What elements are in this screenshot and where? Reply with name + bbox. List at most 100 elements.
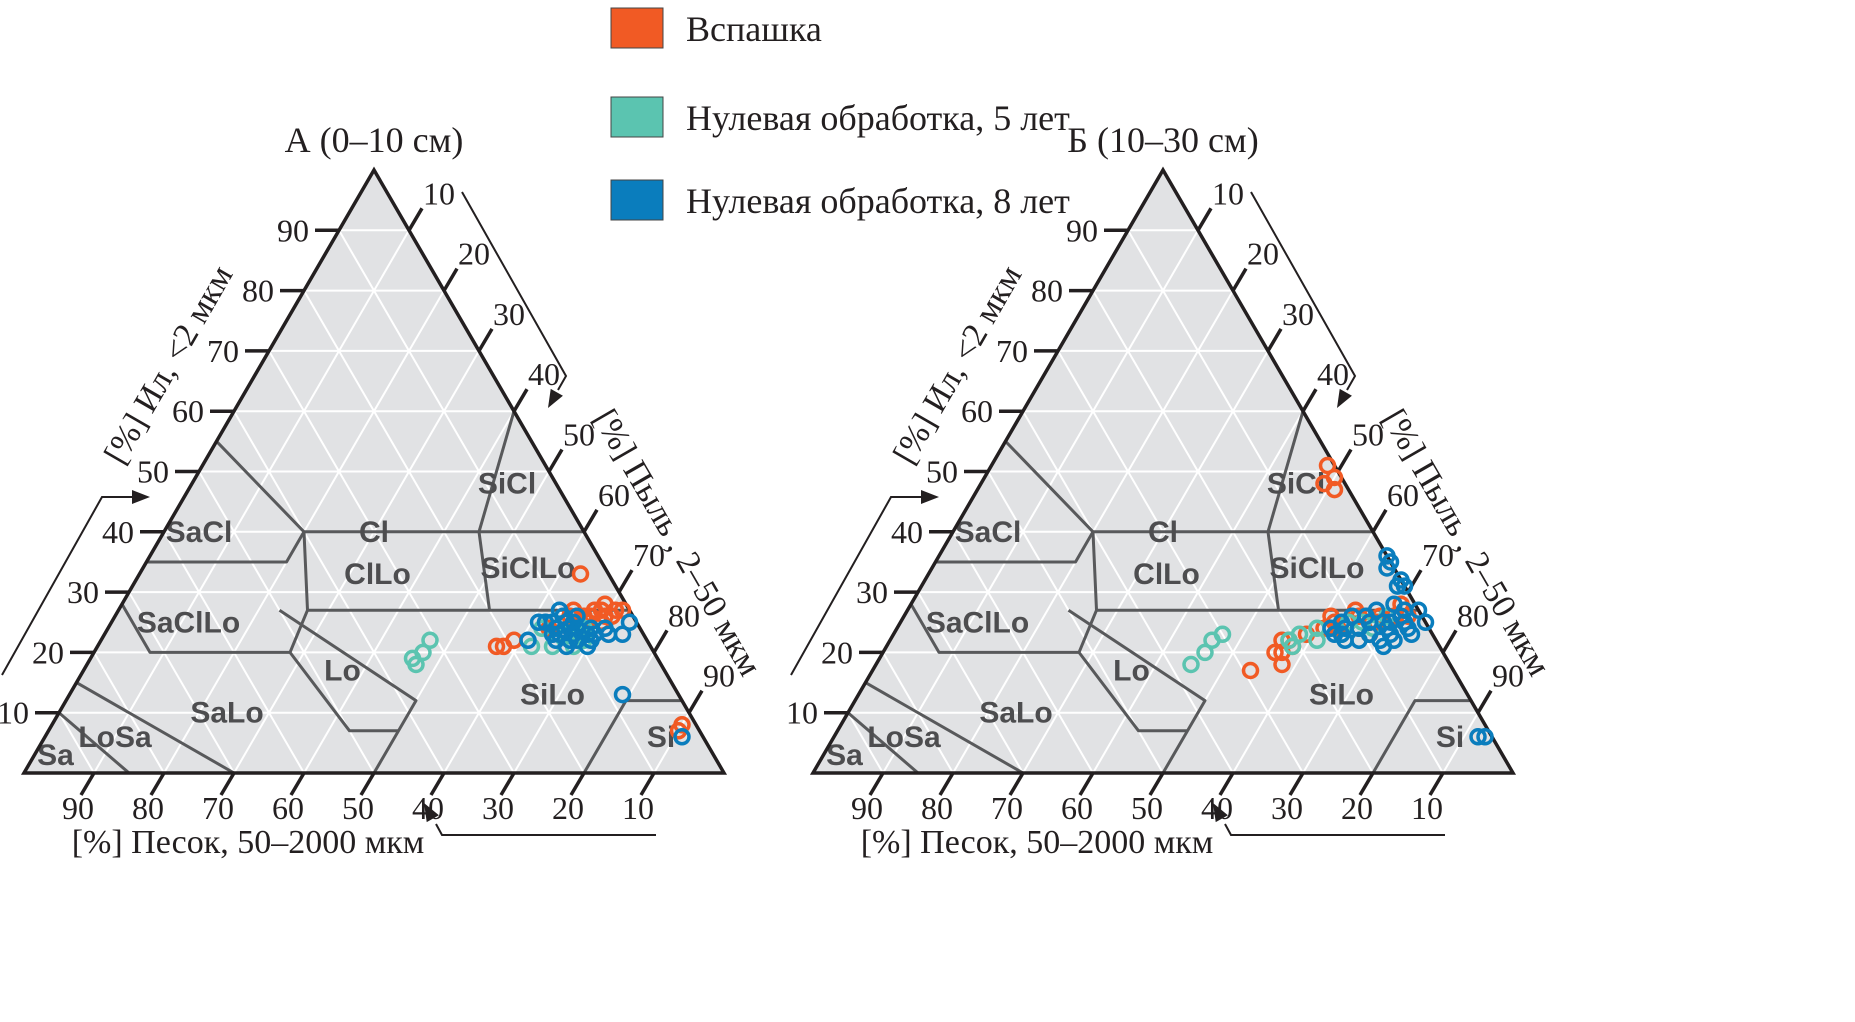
tick-label-silt: 20 (1247, 236, 1279, 272)
zone-label-lo: Lo (324, 654, 361, 687)
tick-sand (79, 772, 96, 796)
tick-sand (639, 772, 656, 796)
tick-label-silt: 80 (668, 597, 700, 633)
tick-label-clay: 70 (996, 333, 1028, 369)
gridline-silt (233, 350, 480, 774)
tick-label-sand: 20 (1341, 790, 1373, 826)
tick-label-silt: 70 (1422, 537, 1454, 573)
tick-sand (499, 772, 516, 796)
zone-label-sicl: SiCl (478, 468, 536, 501)
tick-sand (1288, 772, 1305, 796)
data-points (403, 565, 691, 746)
tick-silt (407, 207, 424, 232)
tick-sand (289, 772, 306, 796)
tick-label-sand: 60 (272, 790, 304, 826)
gridline-sand (58, 712, 95, 774)
data-point (1182, 655, 1200, 674)
direction-arrows (1, 191, 656, 836)
data-point (1343, 607, 1361, 625)
tick-label-clay: 60 (172, 393, 204, 429)
sand-arrowhead (1213, 803, 1228, 823)
data-point (1392, 607, 1410, 625)
class-boundary (146, 531, 306, 564)
tick-silt (687, 689, 704, 714)
gridline-sand (1127, 229, 1444, 774)
clay-arrowhead (921, 490, 939, 504)
tick-silt (547, 448, 564, 473)
data-point (571, 565, 590, 583)
tick-label-sand: 70 (202, 790, 234, 826)
legend-item-no-till-8: Нулевая обработка, 8 лет (610, 179, 1070, 221)
zone-label-sa: Sa (37, 739, 74, 772)
tick-label-sand: 10 (1411, 790, 1443, 826)
class-boundary (477, 410, 516, 533)
tick-sand (219, 772, 236, 796)
tick-label-sand: 90 (851, 790, 883, 826)
tick-label-silt: 70 (633, 537, 665, 573)
tick-silt (1476, 689, 1493, 714)
silt-direction-arrow (1250, 191, 1357, 391)
data-point (1395, 577, 1414, 595)
clay-direction-arrow (790, 496, 921, 676)
data-point (1378, 559, 1396, 577)
gridline-sand (847, 712, 884, 774)
tick-label-silt: 10 (1212, 175, 1244, 211)
data-point (557, 637, 576, 656)
zone-label-sicllo: SiClLo (1270, 552, 1365, 585)
data-point (578, 637, 597, 656)
tick-label-silt: 50 (563, 417, 595, 453)
zone-label-sacl: SaCl (955, 516, 1022, 549)
tick-label-clay: 30 (856, 574, 888, 610)
data-point (596, 619, 614, 638)
ticks (35, 207, 704, 796)
gridline-sand (338, 229, 655, 774)
tick-label-clay: 90 (277, 212, 309, 248)
tick-sand (569, 772, 586, 796)
tick-silt (1441, 629, 1458, 654)
sand-direction-arrow (1224, 823, 1445, 836)
data-point (529, 613, 548, 632)
tick-label-sand: 90 (62, 790, 94, 826)
sand-arrowhead (424, 803, 439, 823)
tick-silt (1231, 267, 1248, 292)
data-point (494, 637, 513, 656)
data-point (1196, 643, 1214, 662)
data-point (1241, 661, 1260, 680)
tick-label-sand: 80 (921, 790, 953, 826)
legend: Вспашка Нулевая обработка, 5 лет Нулевая… (610, 7, 1070, 221)
tick-sand (1078, 772, 1095, 796)
zone-label-sa: Sa (826, 739, 863, 772)
gridline-sand (128, 591, 235, 774)
tick-silt (1196, 207, 1213, 232)
legend-label-no-till-5: Нулевая обработка, 5 лет (686, 98, 1070, 138)
tick-label-silt: 40 (528, 356, 560, 392)
tick-silt (477, 328, 494, 352)
zone-label-sicllo: SiClLo (481, 552, 576, 585)
tick-label-clay: 50 (137, 454, 169, 490)
tick-label-silt: 40 (1317, 356, 1349, 392)
data-point (407, 655, 425, 674)
legend-swatch-plowing (610, 7, 664, 49)
gridline-silt (653, 712, 690, 774)
tick-label-clay: 60 (961, 393, 993, 429)
tick-label-sand: 70 (991, 790, 1023, 826)
tick-label-clay: 80 (1031, 273, 1063, 309)
tick-silt (442, 267, 459, 292)
silt-arrowhead (1337, 388, 1352, 408)
tick-label-sand: 30 (1271, 790, 1303, 826)
tick-label-clay: 80 (242, 273, 274, 309)
tick-label-silt: 60 (598, 477, 630, 513)
data-point (1308, 631, 1326, 650)
tick-sand (149, 772, 166, 796)
class-boundary (909, 603, 1079, 654)
tick-label-silt: 90 (1492, 658, 1524, 694)
class-boundary (58, 711, 130, 775)
ticks (824, 207, 1493, 796)
zone-label-salo: SaLo (190, 697, 263, 730)
gridline-silt (1232, 531, 1374, 774)
zone-label-cl: Cl (1148, 516, 1178, 549)
data-point (1402, 625, 1421, 644)
